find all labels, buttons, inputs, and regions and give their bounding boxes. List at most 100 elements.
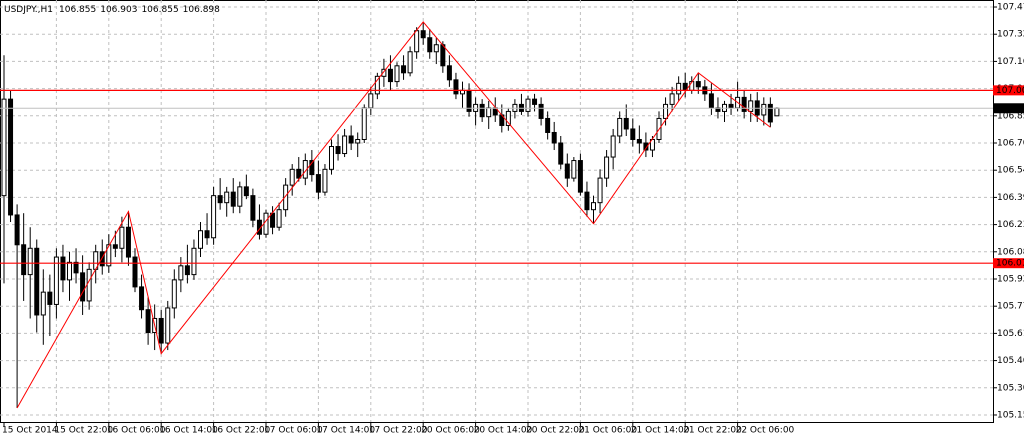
candle-body — [171, 279, 177, 309]
x-tick-label: 17 Oct 06:00 — [264, 426, 323, 436]
candle-body — [584, 191, 590, 211]
candle-body — [604, 156, 610, 179]
candle-body — [505, 110, 511, 126]
candle-body — [230, 191, 236, 207]
candle-body — [309, 160, 315, 176]
candle-body — [119, 226, 125, 249]
candle-body — [538, 103, 544, 119]
candle-body — [571, 160, 577, 179]
candle-body — [401, 65, 407, 74]
candle-body — [53, 256, 59, 305]
candle-body — [348, 135, 354, 144]
candle-body — [296, 168, 302, 179]
candle-body — [617, 117, 623, 137]
candle-body — [132, 256, 138, 288]
candle-body — [60, 256, 66, 281]
candle-body — [355, 138, 361, 144]
candle-body — [558, 142, 564, 165]
candle-body — [728, 103, 734, 109]
price-label: 106.898 — [996, 104, 1024, 114]
x-tick-label: 16 Oct 22:00 — [212, 426, 271, 436]
candle-body — [73, 261, 79, 274]
candle-body — [394, 65, 400, 83]
candle-body — [774, 107, 780, 117]
candle-body — [597, 177, 603, 204]
candle-body — [21, 244, 27, 276]
x-tick-label: 21 Oct 14:00 — [631, 426, 690, 436]
candle-body — [158, 317, 164, 344]
candle-body — [270, 212, 276, 228]
x-tick-label: 15 Oct 22:00 — [54, 426, 113, 436]
candle-body — [80, 272, 86, 302]
candle-body — [361, 107, 367, 140]
x-tick-label: 21 Oct 06:00 — [578, 426, 637, 436]
candle-body — [289, 168, 295, 186]
chart-title: USDJPY.,H1 106.855 106.903 106.855 106.898 — [4, 5, 220, 15]
candle-body — [263, 212, 269, 235]
candle-body — [47, 291, 53, 305]
candle-body — [446, 65, 452, 81]
candle-body — [610, 135, 616, 158]
candle-body — [237, 186, 243, 207]
candle-body — [545, 117, 551, 133]
candle-body — [217, 195, 223, 204]
y-tick-label: 105.770 — [997, 302, 1024, 312]
candle-body — [276, 209, 282, 228]
y-tick-label: 106.080 — [997, 247, 1024, 257]
x-tick-label: 16 Oct 06:00 — [107, 426, 166, 436]
candle-body — [112, 244, 118, 249]
candle-body — [630, 128, 636, 140]
candle-body — [767, 103, 773, 123]
candle-body — [8, 98, 14, 216]
candle-body — [577, 160, 583, 193]
candle-body — [643, 142, 649, 151]
y-tick-label: 107.165 — [997, 57, 1024, 67]
candle-body — [243, 186, 249, 197]
y-tick-label: 106.390 — [997, 193, 1024, 203]
level-label-box — [993, 258, 1024, 269]
y-tick-label: 106.235 — [997, 220, 1024, 230]
candle-body — [374, 75, 380, 95]
candle-body — [761, 103, 767, 116]
x-tick-label: 20 Oct 14:00 — [474, 426, 533, 436]
candle-body — [125, 226, 131, 258]
level-label: 106.015 — [996, 259, 1024, 269]
candle-body — [741, 96, 747, 112]
candle-body — [224, 191, 230, 204]
candle-body — [708, 93, 714, 109]
y-tick-label: 105.925 — [997, 274, 1024, 284]
candle-body — [204, 230, 210, 239]
candle-body — [407, 51, 413, 74]
candle-body — [486, 107, 492, 118]
candle-body — [676, 82, 682, 95]
candle-body — [335, 146, 341, 155]
candle-body — [420, 30, 426, 39]
candle-body — [695, 81, 701, 88]
y-tick-label: 105.460 — [997, 356, 1024, 366]
x-tick-label: 22 Oct 06:00 — [736, 426, 795, 436]
candle-body — [178, 265, 184, 281]
candle-body — [414, 30, 420, 53]
candle-body — [322, 168, 328, 193]
zigzag-line — [16, 21, 771, 409]
x-tick-label: 15 Oct 2014 — [2, 426, 58, 436]
candle-body — [34, 247, 40, 316]
candle-body — [86, 268, 92, 302]
candle-body — [283, 184, 289, 211]
candle-body — [106, 244, 112, 267]
candle-body — [636, 138, 642, 144]
x-tick-label: 20 Oct 06:00 — [421, 426, 480, 436]
candle-body — [368, 93, 374, 109]
candle-body — [663, 103, 669, 119]
candle-body — [748, 100, 754, 112]
candle-body — [591, 202, 596, 211]
y-tick-label: 105.615 — [997, 329, 1024, 339]
candle-body — [1, 98, 7, 197]
candle-body — [479, 103, 485, 118]
candle-body — [440, 44, 446, 67]
candle-body — [532, 98, 538, 105]
candle-body — [669, 93, 675, 105]
candle-body — [14, 214, 20, 246]
price-label-box — [993, 103, 1024, 114]
